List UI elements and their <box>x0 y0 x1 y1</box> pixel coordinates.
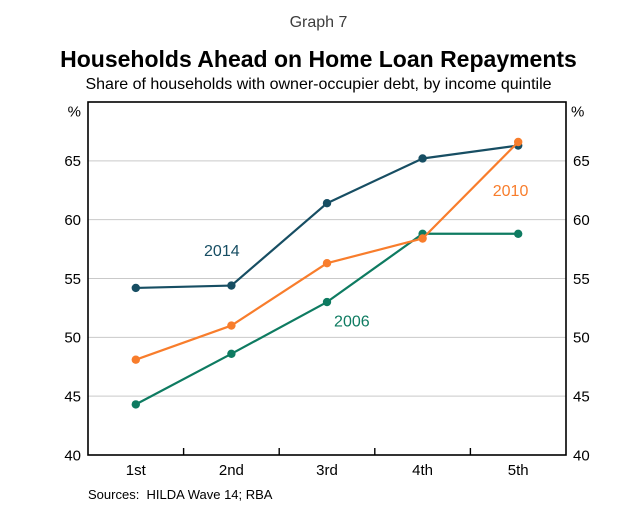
data-point-2010-3rd <box>322 259 332 268</box>
data-point-2006-2nd <box>227 349 236 359</box>
percent-label-left: % <box>68 103 81 120</box>
y-axis-label-right: 60 <box>573 212 590 229</box>
y-axis-label-right: 65 <box>573 153 590 170</box>
y-axis-label-right: 55 <box>573 271 590 288</box>
data-point-2010-2nd <box>227 321 236 330</box>
x-axis-label: 1st <box>126 462 147 479</box>
y-axis-label-left: 65 <box>64 153 81 170</box>
data-point-2014-4th <box>418 154 427 163</box>
data-point-2006-3rd <box>322 297 332 307</box>
y-axis-label-right: 45 <box>573 388 590 405</box>
data-point-2010-1st <box>131 355 140 364</box>
chart-title: Households Ahead on Home Loan Repayments <box>60 46 577 72</box>
series-label-2014: 2014 <box>204 243 240 260</box>
series-label-2010: 2010 <box>493 183 529 200</box>
x-axis-label: 5th <box>508 462 529 479</box>
series-label-2006: 2006 <box>334 313 370 330</box>
y-axis-label-left: 40 <box>64 447 81 464</box>
data-point-2014-2nd <box>227 281 236 290</box>
data-point-2006-5th <box>514 229 523 238</box>
y-axis-label-left: 55 <box>64 271 81 288</box>
series-line-2010 <box>135 141 519 361</box>
data-point-2010-5th <box>514 137 523 147</box>
graph-number: Graph 7 <box>289 14 348 31</box>
x-axis-label: 2nd <box>219 462 244 479</box>
y-axis-label-left: 60 <box>64 212 81 229</box>
data-point-2014-3rd <box>322 198 332 208</box>
x-axis-label: 3rd <box>316 462 338 479</box>
sources-note: Sources: HILDA Wave 14; RBA <box>88 487 273 502</box>
data-point-2006-1st <box>131 400 140 409</box>
data-point-2014-1st <box>131 283 140 293</box>
chart-subtitle: Share of households with owner-occupier … <box>85 76 552 93</box>
percent-label-right: % <box>571 103 584 120</box>
y-axis-label-right: 50 <box>573 330 590 347</box>
x-axis-label: 4th <box>412 462 433 479</box>
y-axis-label-left: 50 <box>64 330 81 347</box>
data-point-2010-4th <box>418 234 427 243</box>
y-axis-label-right: 40 <box>573 447 590 464</box>
y-axis-label-left: 45 <box>64 388 81 405</box>
axis-frame <box>87 101 567 456</box>
